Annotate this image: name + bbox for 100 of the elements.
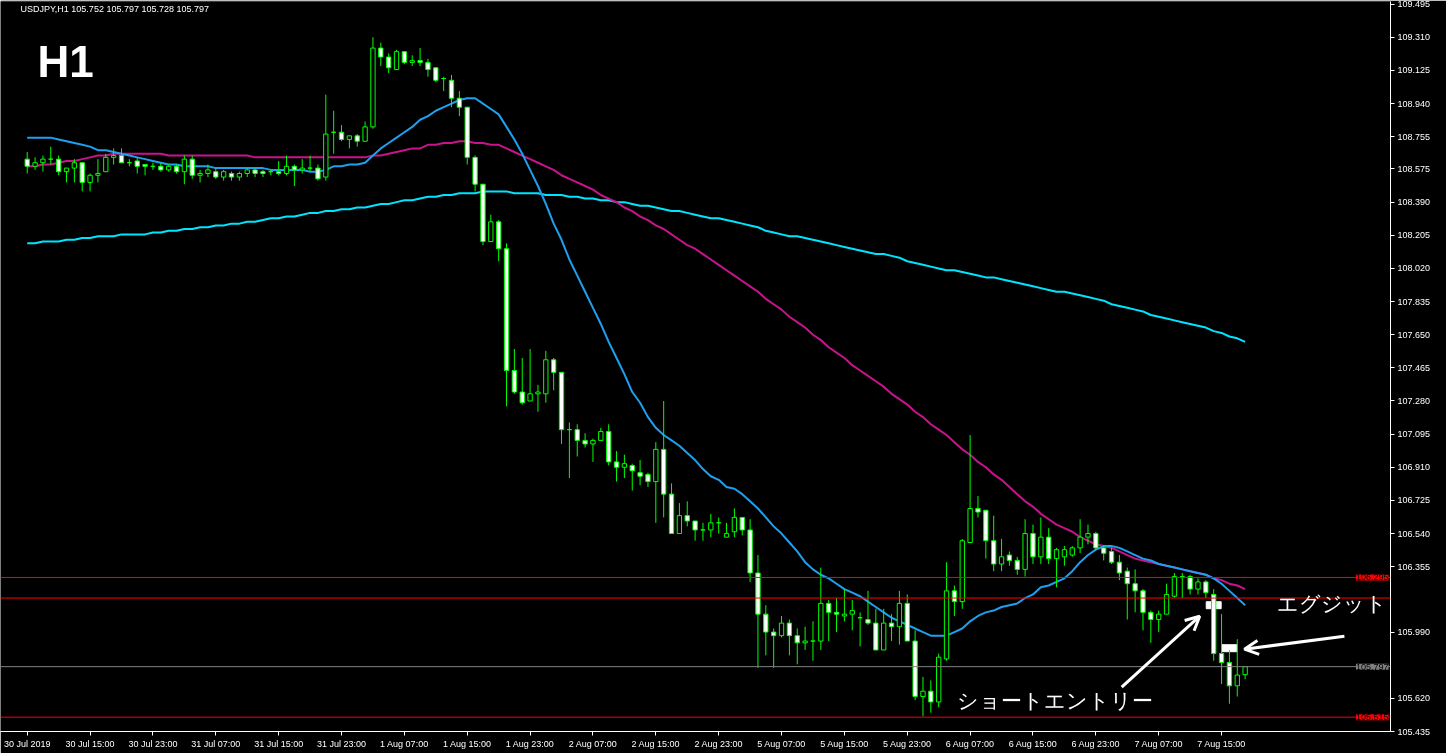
candlestick xyxy=(692,520,698,542)
y-tick-label: 105.435 xyxy=(1397,726,1431,737)
x-tick-label: 6 Aug 23:00 xyxy=(1071,738,1120,749)
candlestick xyxy=(771,627,777,669)
y-tick-label: 109.125 xyxy=(1397,65,1431,76)
candlestick xyxy=(535,384,541,413)
candlestick xyxy=(488,214,494,243)
candlestick xyxy=(1061,545,1068,567)
y-tick-label: 108.390 xyxy=(1397,197,1431,208)
x-tick-label: 30 Jul 23:00 xyxy=(128,738,178,749)
x-tick-label: 5 Aug 07:00 xyxy=(757,738,806,749)
candlestick xyxy=(519,357,525,406)
x-tick-label: 30 Jul 15:00 xyxy=(65,738,115,749)
x-tick-label: 7 Aug 15:00 xyxy=(1197,738,1246,749)
x-tick-label: 5 Aug 15:00 xyxy=(820,738,869,749)
candlestick xyxy=(197,169,203,183)
line-series xyxy=(26,190,1247,343)
candlestick xyxy=(283,155,290,176)
y-tick-label: 105.620 xyxy=(1397,693,1431,704)
candlestick xyxy=(865,590,871,626)
candlestick xyxy=(637,459,643,486)
y-tick-label: 109.310 xyxy=(1397,32,1431,43)
x-tick-label: 5 Aug 23:00 xyxy=(882,738,932,749)
candlestick xyxy=(55,155,62,176)
x-tick-label: 1 Aug 07:00 xyxy=(380,738,429,749)
candlestick xyxy=(684,500,690,527)
y-tick-label: 106.910 xyxy=(1397,462,1431,473)
candlestick xyxy=(1234,638,1240,698)
candlestick xyxy=(1124,567,1130,621)
candlestick xyxy=(778,615,785,638)
candlestick xyxy=(79,162,85,192)
candlestick xyxy=(87,172,93,192)
x-tick-label: 7 Aug 07:00 xyxy=(1134,738,1183,749)
x-tick-label: 31 Jul 23:00 xyxy=(317,738,367,749)
candlestick xyxy=(189,155,195,180)
candlestick xyxy=(71,158,78,183)
candlestick xyxy=(1132,568,1138,613)
y-tick-label: 107.835 xyxy=(1397,296,1431,307)
candlestick xyxy=(676,502,683,535)
candlestick xyxy=(613,450,620,483)
y-tick-label: 108.205 xyxy=(1397,230,1431,241)
candlestick xyxy=(386,52,392,74)
x-tick-label: 31 Jul 07:00 xyxy=(191,738,241,749)
y-tick-label: 109.495 xyxy=(1397,0,1431,10)
candlestick xyxy=(574,423,580,458)
x-tick-label: 1 Aug 15:00 xyxy=(442,738,492,749)
candlestick xyxy=(590,438,596,463)
candlestick xyxy=(417,47,423,67)
candlestick xyxy=(205,164,211,178)
candlestick xyxy=(708,513,714,538)
candlestick xyxy=(928,679,934,714)
y-tick-label: 107.465 xyxy=(1397,362,1431,373)
ref-line-label: 105.515 xyxy=(1355,712,1389,723)
candlestick xyxy=(582,432,588,449)
candlestick xyxy=(731,507,738,538)
y-tick-label: 108.940 xyxy=(1397,98,1431,109)
candlestick xyxy=(1148,610,1154,644)
candlestick xyxy=(24,151,30,174)
y-tick-label: 108.020 xyxy=(1397,263,1431,274)
candlestick xyxy=(448,74,455,108)
candlestick xyxy=(1077,518,1083,554)
x-tick-label: 1 Aug 23:00 xyxy=(505,738,554,749)
text: エグジット xyxy=(1277,592,1388,617)
candlestick xyxy=(849,599,855,631)
candlestick xyxy=(142,164,148,176)
candlestick xyxy=(991,515,997,572)
candlestick xyxy=(1038,516,1044,565)
candlestick xyxy=(1053,547,1060,588)
candlestick xyxy=(551,357,557,391)
candlestick xyxy=(362,121,368,142)
ref-line-label: 106.295 xyxy=(1355,572,1389,583)
y-tick-label: 108.755 xyxy=(1397,131,1431,142)
candlestick xyxy=(40,155,46,173)
candlestick xyxy=(291,164,298,187)
x-tick-label: 2 Aug 15:00 xyxy=(631,738,680,749)
x-tick-label: 31 Jul 15:00 xyxy=(254,738,304,749)
candlestick xyxy=(896,590,903,646)
candlestick xyxy=(1140,588,1146,631)
candlestick xyxy=(32,156,38,171)
candlestick xyxy=(425,58,431,78)
y-tick-label: 107.280 xyxy=(1397,395,1431,406)
y-tick-label: 106.540 xyxy=(1397,528,1431,539)
candlestick xyxy=(794,627,800,665)
candlestick xyxy=(456,90,463,117)
candlestick xyxy=(888,613,895,642)
annotation: H1 xyxy=(37,36,94,86)
candlestick xyxy=(629,463,635,492)
x-tick-label: 30 Jul 2019 xyxy=(3,738,51,749)
y-tick-label: 107.650 xyxy=(1397,329,1431,340)
candlestick xyxy=(95,158,101,183)
candlestick xyxy=(621,454,628,479)
chart-title: USDJPY,H1 105.752 105.797 105.728 105.797 xyxy=(20,3,209,14)
candlestick xyxy=(1156,610,1162,633)
y-tick-label: 105.990 xyxy=(1397,627,1431,638)
candlestick xyxy=(920,676,926,717)
y-tick-label: 106.355 xyxy=(1397,561,1431,572)
candlestick xyxy=(181,155,188,185)
candlestick xyxy=(527,348,533,402)
candlestick xyxy=(393,49,400,71)
y-tick-label: 106.725 xyxy=(1397,495,1431,506)
